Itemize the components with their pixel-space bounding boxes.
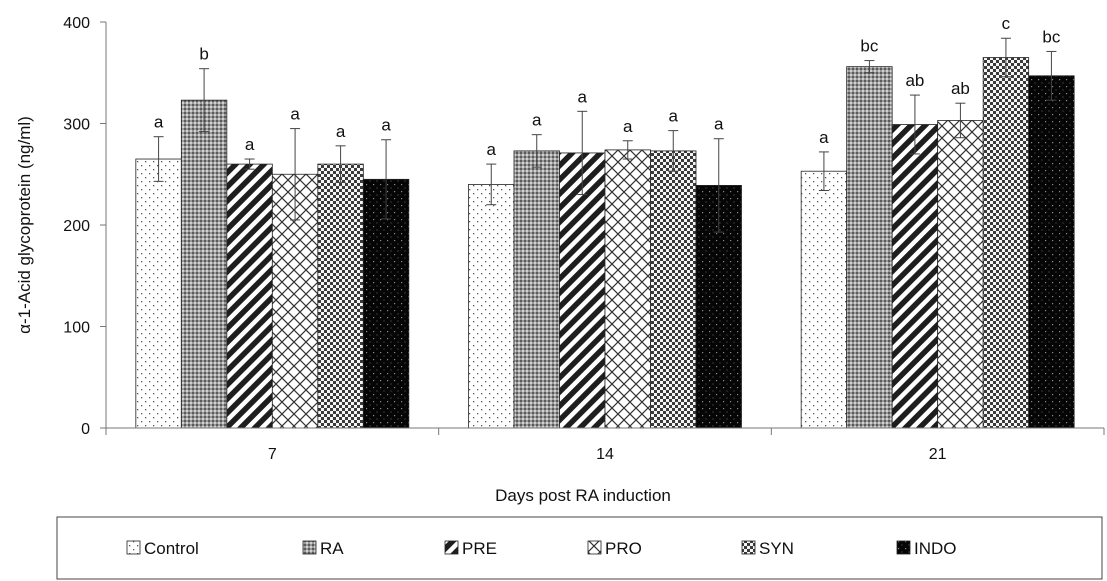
legend-swatch-pre <box>444 540 459 555</box>
legend-label-control: Control <box>144 539 199 558</box>
legend-swatch-control <box>126 540 141 555</box>
x-axis-ticks: 7 14 21 <box>105 428 1105 463</box>
bar-control-day-14 <box>468 183 515 429</box>
y-tick-label: 300 <box>63 117 90 134</box>
significance-label: a <box>532 111 542 130</box>
significance-label: c <box>1002 14 1011 33</box>
x-tick-label: 14 <box>596 446 614 463</box>
significance-label: bc <box>860 37 878 56</box>
error-bars <box>153 37 1057 233</box>
y-axis-title: α-1-Acid glycoprotein (ng/ml) <box>15 116 34 334</box>
legend-label-pre: PRE <box>462 539 497 558</box>
bars <box>135 57 1075 429</box>
bar-syn-day-14 <box>650 150 697 429</box>
legend-label-ra: RA <box>320 539 344 558</box>
x-axis-title: Days post RA induction <box>495 486 671 505</box>
significance-label: a <box>623 117 633 136</box>
significance-label: a <box>819 128 829 147</box>
significance-label: b <box>199 45 208 64</box>
legend-swatch-indo <box>896 540 911 555</box>
x-tick-label: 21 <box>929 446 947 463</box>
y-tick-label: 100 <box>63 320 90 337</box>
significance-label: ab <box>951 79 970 98</box>
significance-label: a <box>381 116 391 135</box>
bar-indo-day-21 <box>1028 75 1075 429</box>
legend: Control RA PRE PRO SYN INDO <box>126 539 957 558</box>
legend-label-syn: SYN <box>759 539 794 558</box>
bar-ra-day-14 <box>513 150 560 429</box>
legend-box <box>56 516 1103 580</box>
significance-label: ab <box>905 71 924 90</box>
bar-syn-day-7 <box>317 163 364 429</box>
bar-pro-day-14 <box>604 149 651 429</box>
significance-label: bc <box>1042 27 1060 46</box>
legend-swatch-pro <box>587 540 602 555</box>
significance-label: a <box>290 105 300 124</box>
x-tick-label: 7 <box>268 446 277 463</box>
significance-label: a <box>578 87 588 106</box>
bar-pre-day-7 <box>226 163 273 429</box>
significance-label: a <box>714 115 724 134</box>
y-tick-label: 200 <box>63 218 90 235</box>
bar-ra-day-21 <box>846 66 893 429</box>
significance-label: a <box>669 107 679 126</box>
bar-pre-day-21 <box>891 124 939 429</box>
y-tick-label: 0 <box>81 421 90 438</box>
significance-label: a <box>487 140 497 159</box>
legend-label-pro: PRO <box>605 539 642 558</box>
bar-pro-day-21 <box>937 120 984 429</box>
legend-swatch-ra <box>302 540 317 555</box>
legend-swatch-syn <box>741 540 756 555</box>
significance-label: a <box>154 113 164 132</box>
significance-label: a <box>245 135 255 154</box>
y-tick-label: 400 <box>63 15 90 32</box>
bar-control-day-7 <box>135 158 182 429</box>
bar-syn-day-21 <box>982 57 1030 429</box>
y-axis-ticks: 0 100 200 300 400 <box>63 15 106 438</box>
bar-control-day-21 <box>800 170 848 429</box>
significance-label: a <box>336 122 346 141</box>
legend-label-indo: INDO <box>914 539 957 558</box>
bar-ra-day-7 <box>180 99 228 429</box>
